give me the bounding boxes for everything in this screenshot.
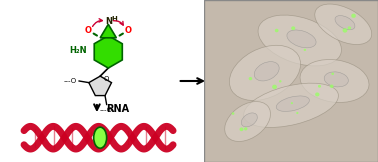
Ellipse shape bbox=[240, 127, 243, 131]
Ellipse shape bbox=[232, 112, 234, 115]
Ellipse shape bbox=[324, 72, 349, 87]
Ellipse shape bbox=[300, 59, 369, 103]
Ellipse shape bbox=[315, 92, 319, 96]
Ellipse shape bbox=[229, 45, 301, 100]
Ellipse shape bbox=[244, 127, 248, 130]
Polygon shape bbox=[94, 36, 122, 68]
Ellipse shape bbox=[279, 80, 282, 82]
Ellipse shape bbox=[347, 26, 351, 30]
Ellipse shape bbox=[296, 112, 299, 114]
FancyArrowPatch shape bbox=[113, 21, 123, 25]
Ellipse shape bbox=[254, 62, 279, 81]
Ellipse shape bbox=[241, 113, 257, 127]
Ellipse shape bbox=[249, 77, 252, 80]
Ellipse shape bbox=[330, 85, 333, 88]
Polygon shape bbox=[89, 76, 112, 96]
Text: ---O: ---O bbox=[64, 78, 77, 84]
Ellipse shape bbox=[287, 30, 316, 48]
Polygon shape bbox=[100, 24, 116, 38]
Text: O: O bbox=[104, 76, 109, 82]
FancyArrowPatch shape bbox=[93, 19, 102, 26]
Ellipse shape bbox=[272, 85, 277, 89]
Text: H₂N: H₂N bbox=[70, 46, 87, 55]
Ellipse shape bbox=[335, 16, 355, 30]
Text: O: O bbox=[85, 26, 92, 35]
Ellipse shape bbox=[275, 29, 279, 32]
Ellipse shape bbox=[291, 102, 293, 104]
Ellipse shape bbox=[342, 28, 347, 33]
Text: N: N bbox=[105, 17, 113, 26]
Ellipse shape bbox=[291, 26, 295, 30]
Ellipse shape bbox=[244, 83, 338, 127]
Ellipse shape bbox=[225, 102, 271, 141]
Ellipse shape bbox=[276, 96, 309, 111]
Ellipse shape bbox=[94, 127, 107, 148]
Text: O: O bbox=[124, 26, 132, 35]
Ellipse shape bbox=[304, 49, 306, 51]
Text: H: H bbox=[111, 16, 117, 22]
Ellipse shape bbox=[318, 85, 321, 88]
Ellipse shape bbox=[258, 15, 341, 66]
Ellipse shape bbox=[351, 14, 356, 18]
Ellipse shape bbox=[332, 73, 334, 75]
Text: ---O: ---O bbox=[100, 107, 113, 113]
Text: RNA: RNA bbox=[106, 104, 129, 114]
FancyBboxPatch shape bbox=[204, 0, 378, 162]
Ellipse shape bbox=[315, 4, 372, 45]
